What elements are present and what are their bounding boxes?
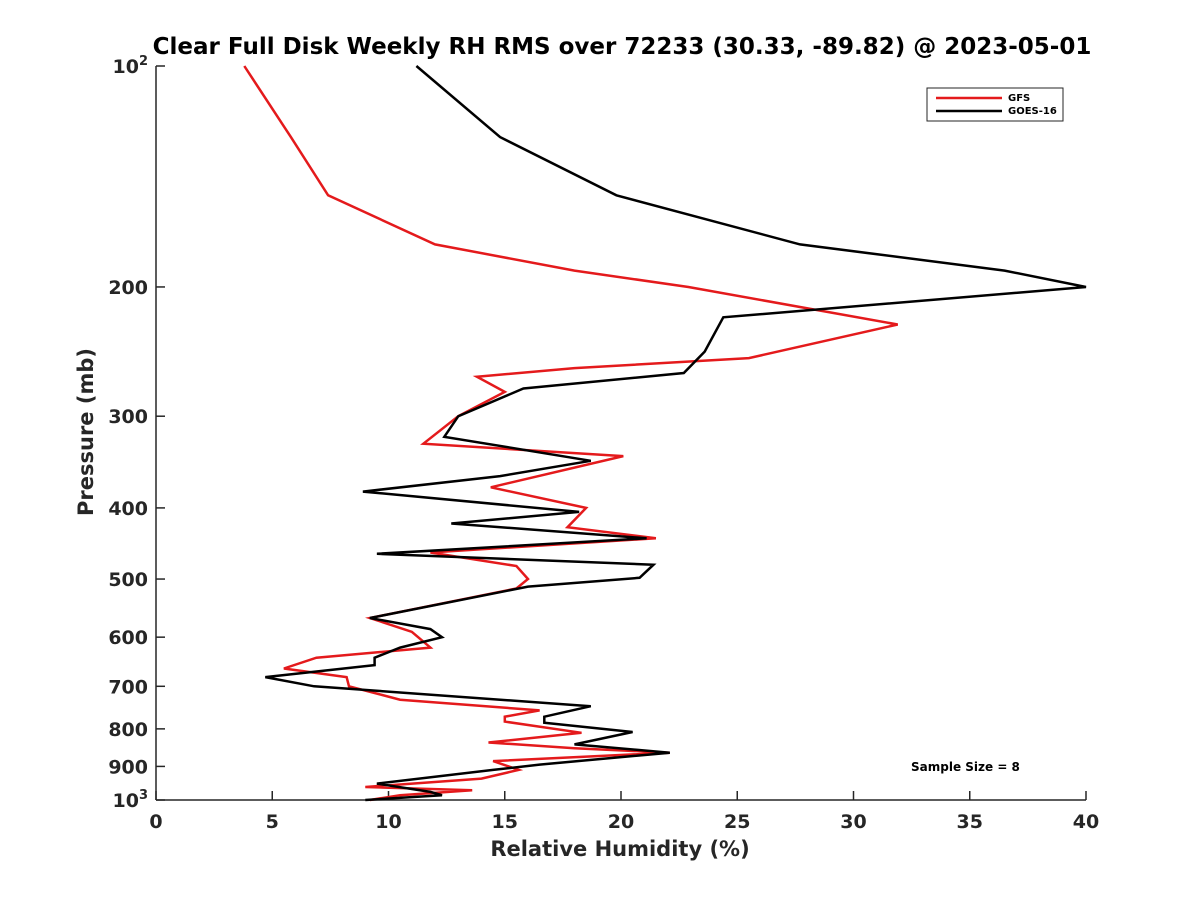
- x-tick-label-15: 15: [492, 811, 518, 833]
- x-tick-label-25: 25: [724, 811, 750, 833]
- y-tick-label-900: 900: [108, 756, 148, 778]
- x-tick-label-30: 30: [840, 811, 866, 833]
- series-line-goes-16: [265, 65, 1087, 802]
- x-axis-label: Relative Humidity (%): [490, 837, 749, 861]
- legend-label-goes16: GOES-16: [1008, 106, 1057, 117]
- x-tick-label-10: 10: [375, 811, 401, 833]
- x-tick-label-40: 40: [1073, 811, 1099, 833]
- x-tick-label-20: 20: [608, 811, 634, 833]
- y-tick-label-200: 200: [108, 277, 148, 299]
- y-tick-label-700: 700: [108, 676, 148, 698]
- x-tick-label-5: 5: [266, 811, 279, 833]
- axes-layer: 0 5 10 15 20 25 30 35 40 102 200 300 400 500 600 700 800…: [108, 54, 1099, 833]
- chart-title: Clear Full Disk Weekly RH RMS over 72233…: [153, 34, 1092, 60]
- legend-label-gfs: GFS: [1008, 93, 1030, 104]
- legend-box: [926, 87, 1064, 122]
- y-tick-label-100: 102: [113, 54, 149, 78]
- series-layer: [243, 65, 1087, 802]
- y-axis-label: Pressure (mb): [74, 348, 98, 516]
- sample-size-annotation: Sample Size = 8: [911, 760, 1020, 774]
- y-tick-label-600: 600: [108, 627, 148, 649]
- legend: GFS GOES-16: [926, 87, 1064, 122]
- y-tick-label-1000: 103: [113, 788, 149, 812]
- y-tick-label-300: 300: [108, 406, 148, 428]
- y-tick-label-800: 800: [108, 719, 148, 741]
- y-tick-label-500: 500: [108, 569, 148, 591]
- y-tick-label-400: 400: [108, 498, 148, 520]
- x-tick-label-35: 35: [957, 811, 983, 833]
- x-tick-label-0: 0: [149, 811, 162, 833]
